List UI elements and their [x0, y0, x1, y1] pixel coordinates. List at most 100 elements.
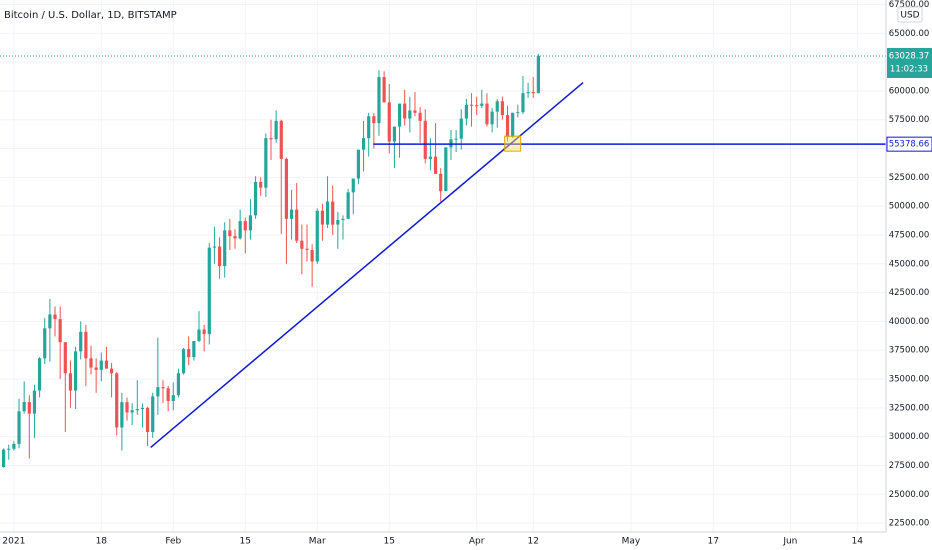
candle-body	[197, 329, 201, 342]
candle-body	[423, 120, 427, 159]
candle-body	[289, 209, 294, 219]
candle-body	[505, 115, 510, 137]
trendline	[150, 82, 584, 448]
hline-price: 55378.66	[889, 140, 930, 150]
candle-body	[73, 351, 78, 391]
candle-body	[166, 388, 170, 401]
x-tick-label: 15	[384, 537, 395, 547]
last-price: 63028.37	[889, 51, 930, 61]
candle-body	[120, 402, 124, 428]
candle-body	[495, 101, 499, 112]
candle-body	[140, 407, 145, 410]
candle-body	[397, 103, 402, 127]
x-tick-label: 2021	[2, 537, 25, 547]
candle-body	[315, 210, 319, 262]
candle-body	[212, 246, 217, 248]
hline-price-box	[886, 136, 932, 152]
candle-body	[413, 110, 417, 113]
candle-body	[274, 120, 278, 140]
candle-body	[449, 139, 453, 148]
candle-body	[356, 149, 361, 179]
y-tick-label: 37500.00	[889, 346, 930, 356]
candle-body	[181, 349, 186, 374]
y-tick-label: 47500.00	[889, 230, 930, 240]
candle-body	[43, 328, 47, 359]
candle-body	[310, 249, 314, 262]
candle-body	[279, 120, 283, 159]
candle-body	[403, 103, 407, 119]
candle-body	[372, 116, 376, 124]
candle-body	[217, 246, 222, 267]
candle-body	[151, 396, 155, 433]
y-tick-label: 42500.00	[889, 288, 930, 298]
candle-body	[325, 201, 330, 225]
y-tick-label: 60000.00	[889, 86, 930, 96]
plot	[0, 54, 886, 468]
candle-body	[346, 192, 350, 219]
candle-body	[536, 55, 540, 94]
candle-body	[228, 230, 232, 237]
candle-body	[320, 210, 325, 225]
candle-body	[531, 92, 535, 94]
candle-body	[161, 387, 165, 389]
candle-body	[485, 103, 489, 125]
candle-body	[27, 402, 31, 414]
candle-body	[99, 360, 103, 370]
candle-body	[259, 181, 263, 188]
grid	[0, 0, 886, 532]
candle-body	[361, 138, 366, 150]
y-tick-label: 32500.00	[889, 403, 930, 413]
candle-body	[7, 448, 11, 450]
candle-body	[243, 221, 247, 231]
candle-body	[475, 105, 479, 107]
x-tick-label: Mar	[309, 537, 326, 547]
candle-body	[22, 402, 26, 412]
candle-body	[387, 102, 391, 142]
y-tick-label: 52500.00	[889, 173, 930, 183]
candle-body	[526, 92, 530, 94]
candle-body	[367, 116, 371, 139]
y-tick-label: 57500.00	[889, 115, 930, 125]
candle-body	[84, 331, 88, 359]
candle-body	[248, 215, 253, 231]
last-price-box	[887, 47, 932, 78]
candle-body	[300, 240, 304, 249]
y-tick-label: 40000.00	[889, 317, 930, 327]
candle-body	[469, 104, 474, 106]
y-tick-label: 50000.00	[889, 202, 930, 212]
x-tick-label: Jun	[782, 537, 797, 547]
candle-body	[331, 201, 335, 225]
y-tick-label: 35000.00	[889, 375, 930, 385]
candle-body	[89, 358, 93, 368]
y-tick-label: 30000.00	[889, 432, 930, 442]
candle-body	[377, 77, 381, 124]
candle-body	[207, 247, 211, 335]
candle-body	[238, 221, 242, 239]
candle-body	[63, 342, 67, 374]
candle-body	[459, 118, 463, 139]
candle-body	[269, 138, 273, 140]
candle-body	[68, 373, 73, 391]
highlight-box	[504, 135, 522, 152]
y-tick-label: 22500.00	[889, 519, 930, 529]
candle-body	[284, 158, 289, 219]
candle-body	[79, 331, 83, 352]
candle-body	[37, 358, 42, 391]
candle-body	[464, 104, 468, 119]
candle-body	[223, 230, 227, 267]
candle-body	[109, 368, 114, 374]
chart-title: Bitcoin / U.S. Dollar, 1D, BITSTAMP	[4, 10, 177, 21]
y-tick-label: 45000.00	[889, 259, 930, 269]
currency: USD	[900, 11, 919, 21]
candle-body	[176, 373, 181, 396]
candle-body	[521, 93, 525, 113]
x-tick-label: 18	[96, 537, 108, 547]
candle-body	[295, 209, 299, 241]
x-tick-label: 14	[851, 537, 863, 547]
candle-body	[125, 402, 129, 413]
candle-body	[454, 138, 458, 140]
candle-body	[433, 156, 438, 174]
